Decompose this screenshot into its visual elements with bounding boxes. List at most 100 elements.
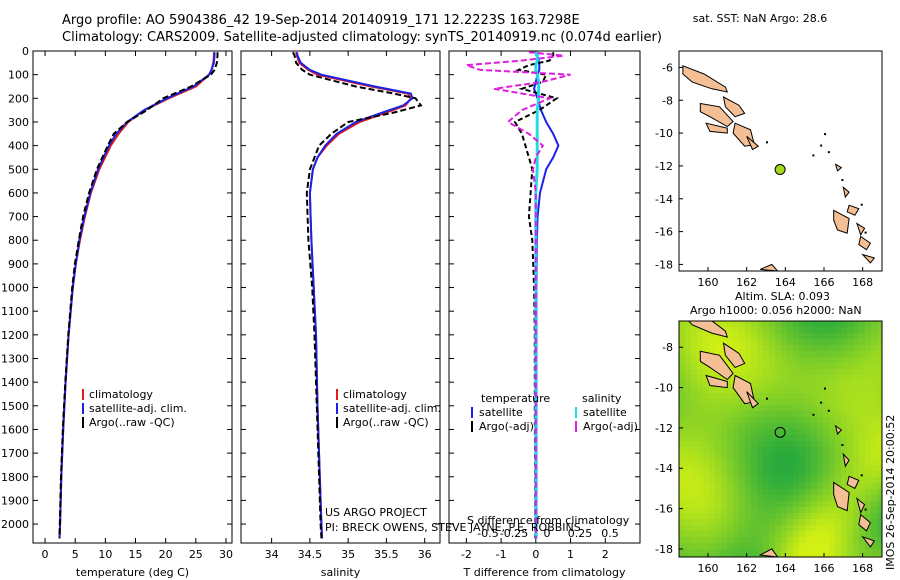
sla-cell — [841, 429, 847, 435]
sla-cell — [787, 411, 793, 417]
sla-cell — [733, 507, 739, 513]
sla-cell — [751, 453, 757, 459]
sla-cell — [817, 555, 823, 557]
sla-cell — [757, 465, 763, 471]
sla-cell — [697, 537, 703, 543]
sla-cell — [727, 321, 733, 327]
sla-cell — [733, 333, 739, 339]
sla-cell — [859, 435, 865, 441]
sla-cell — [691, 555, 697, 557]
map-y-tick-label: -18 — [655, 258, 673, 271]
sla-cell — [859, 351, 865, 357]
sla-cell — [715, 333, 721, 339]
sla-cell — [811, 351, 817, 357]
map-y-tick-label: -16 — [655, 503, 673, 516]
sla-cell — [877, 507, 882, 513]
sla-cell — [739, 501, 745, 507]
sla-cell — [757, 375, 763, 381]
sla-cell — [811, 327, 817, 333]
sla-cell — [847, 321, 853, 327]
sla-cell — [865, 369, 871, 375]
sla-cell — [775, 447, 781, 453]
sla-cell — [769, 357, 775, 363]
sla-cell — [727, 525, 733, 531]
sla-cell — [691, 537, 697, 543]
sla-cell — [877, 381, 882, 387]
sla-cell — [787, 393, 793, 399]
sla-cell — [847, 549, 853, 555]
sla-cell — [739, 453, 745, 459]
sla-cell — [733, 339, 739, 345]
sla-cell — [679, 549, 685, 555]
sla-cell — [799, 453, 805, 459]
sla-cell — [697, 555, 703, 557]
sla-cell — [853, 405, 859, 411]
sla-cell — [829, 471, 835, 477]
sla-cell — [865, 387, 871, 393]
sla-cell — [745, 507, 751, 513]
sla-cell — [739, 417, 745, 423]
sla-cell — [679, 339, 685, 345]
sla-cell — [763, 447, 769, 453]
sla-cell — [763, 405, 769, 411]
map-x-tick-label: 162 — [736, 562, 757, 575]
sla-cell — [733, 543, 739, 549]
sla-cell — [865, 333, 871, 339]
legend-header: temperature — [481, 392, 550, 405]
islet — [864, 231, 867, 234]
sla-cell — [793, 369, 799, 375]
island-shape — [682, 65, 729, 93]
sla-cell — [787, 525, 793, 531]
sla-cell — [685, 465, 691, 471]
sla-cell — [685, 333, 691, 339]
map-y-tick-label: -14 — [655, 193, 673, 206]
sla-cell — [871, 459, 877, 465]
sla-cell — [769, 423, 775, 429]
sla-cell — [757, 351, 763, 357]
sla-cell — [721, 411, 727, 417]
sla-cell — [679, 501, 685, 507]
sla-cell — [727, 459, 733, 465]
sla-cell — [745, 333, 751, 339]
sla-cell — [787, 405, 793, 411]
sla-cell — [715, 537, 721, 543]
sla-cell — [823, 489, 829, 495]
sla-cell — [733, 411, 739, 417]
sla-cell — [805, 471, 811, 477]
sla-cell — [799, 435, 805, 441]
sla-cell — [763, 543, 769, 549]
sla-cell — [703, 405, 709, 411]
sla-cell — [775, 321, 781, 327]
sla-cell — [691, 519, 697, 525]
island-shape — [861, 253, 876, 264]
sla-cell — [847, 435, 853, 441]
map-y-tick-label: -6 — [662, 61, 673, 74]
sla-cell — [775, 549, 781, 555]
sla-cell — [877, 459, 882, 465]
sla-cell — [685, 393, 691, 399]
sla-cell — [823, 429, 829, 435]
sla-cell — [829, 375, 835, 381]
sla-cell — [871, 489, 877, 495]
sla-cell — [823, 447, 829, 453]
sla-cell — [781, 549, 787, 555]
sla-cell — [679, 387, 685, 393]
sla-cell — [799, 411, 805, 417]
sla-cell — [745, 339, 751, 345]
sla-cell — [781, 381, 787, 387]
sla-cell — [841, 483, 847, 489]
sla-cell — [835, 549, 841, 555]
sla-cell — [769, 519, 775, 525]
sla-cell — [727, 411, 733, 417]
sla-cell — [859, 339, 865, 345]
sla-cell — [811, 345, 817, 351]
sla-cell — [877, 435, 882, 441]
sla-cell — [877, 447, 882, 453]
sla-cell — [757, 435, 763, 441]
sla-cell — [721, 489, 727, 495]
sla-cell — [877, 327, 882, 333]
sla-cell — [697, 387, 703, 393]
sla-cell — [871, 441, 877, 447]
sla-cell — [715, 405, 721, 411]
y-tick-label: 1000 — [1, 282, 29, 295]
